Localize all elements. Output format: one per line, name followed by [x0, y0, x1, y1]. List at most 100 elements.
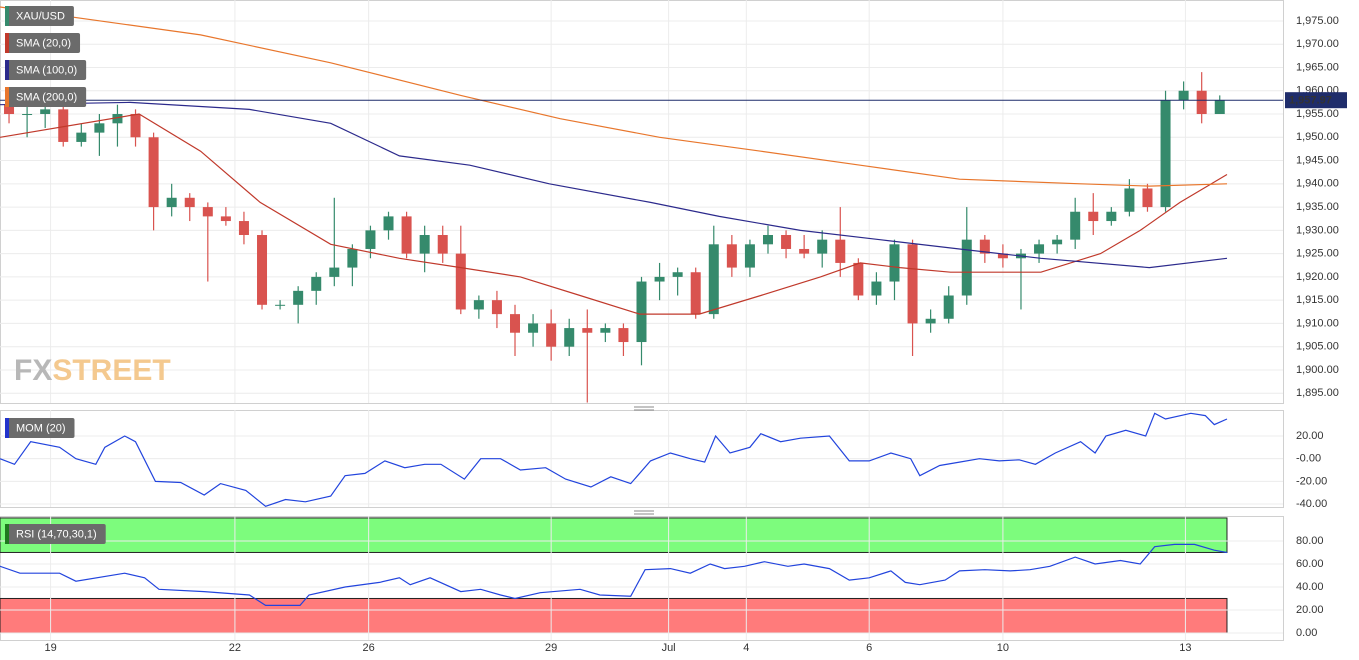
candle-body	[455, 253, 466, 310]
y-tick-label: 1,910.00	[1296, 317, 1339, 329]
indicator-line	[0, 6, 1228, 187]
candle-body	[437, 235, 448, 254]
candle-body	[654, 276, 665, 282]
candle-body	[58, 109, 69, 142]
y-tick-label: -40.00	[1296, 498, 1327, 510]
y-tick-label: 1,895.00	[1296, 387, 1339, 399]
last-price-box	[1285, 92, 1347, 109]
y-tick-label: 1,925.00	[1296, 248, 1339, 260]
legend-swatch	[5, 524, 9, 544]
candle-body	[311, 276, 322, 291]
y-tick-label: 1,920.00	[1296, 271, 1339, 283]
candle-body	[510, 314, 521, 333]
panel-handle[interactable]	[634, 510, 654, 515]
candle-body	[1214, 100, 1225, 115]
candle-body	[997, 253, 1008, 259]
candle-body	[166, 197, 177, 208]
indicator-line	[0, 412, 1228, 507]
y-tick-label: 1,955.00	[1296, 108, 1339, 120]
y-tick-label: 80.00	[1296, 535, 1324, 547]
legend-label: SMA (200,0)	[16, 91, 77, 103]
legend-item: RSI (14,70,30,1)	[5, 524, 106, 544]
level-band	[0, 517, 1228, 553]
y-tick-label: -0.00	[1296, 453, 1321, 465]
candle-body	[871, 281, 882, 296]
legend-box	[5, 60, 87, 80]
candle-body	[1088, 211, 1099, 222]
legend-swatch	[5, 60, 9, 80]
candle-body	[257, 235, 268, 305]
legend-box	[5, 524, 106, 544]
candle-body	[564, 328, 575, 347]
x-tick-label: Jul	[662, 642, 676, 654]
indicator-line	[0, 543, 1228, 606]
y-tick-label: 1,935.00	[1296, 201, 1339, 213]
candle-body	[907, 244, 918, 324]
candle-body	[419, 235, 430, 254]
candle-body	[546, 323, 557, 347]
candle-body	[961, 239, 972, 296]
candle-body	[202, 207, 213, 217]
y-tick-label: 20.00	[1296, 604, 1324, 616]
x-tick-label: 6	[866, 642, 872, 654]
plot	[0, 516, 1283, 640]
candle-body	[781, 235, 792, 249]
y-tick-label: 1,940.00	[1296, 178, 1339, 190]
y-tick-label: 20.00	[1296, 430, 1324, 442]
legend-swatch	[5, 6, 9, 26]
candle-body	[76, 132, 87, 142]
candle-body	[238, 221, 249, 236]
indicator-line	[0, 101, 1228, 269]
candle-body	[94, 123, 105, 133]
candle-body	[979, 239, 990, 254]
candle-body	[1052, 239, 1063, 245]
x-tick-label: 29	[545, 642, 557, 654]
candle-body	[473, 300, 484, 310]
candle-body	[329, 267, 340, 277]
legend-item: MOM (20)	[5, 418, 75, 438]
y-tick-label: 1,900.00	[1296, 364, 1339, 376]
legend-label: SMA (20,0)	[16, 37, 71, 49]
level-band	[0, 597, 1228, 634]
y-tick-label: -20.00	[1296, 475, 1327, 487]
candle-body	[1160, 100, 1171, 208]
y-tick-label: 0.00	[1296, 627, 1317, 639]
indicator-line	[0, 113, 1228, 315]
candle-body	[112, 114, 123, 124]
plot	[0, 0, 1283, 403]
candle-body	[383, 216, 394, 231]
legend-box	[5, 33, 81, 53]
candle-body	[148, 137, 159, 208]
legend-box	[5, 418, 75, 438]
candle-body	[600, 328, 611, 333]
candle-body	[1124, 188, 1135, 212]
y-tick-label: 1,930.00	[1296, 224, 1339, 236]
legend-item: SMA (100,0)	[5, 60, 87, 80]
y-tick-label: 1,965.00	[1296, 61, 1339, 73]
legend-label: SMA (100,0)	[16, 64, 77, 76]
candle-body	[184, 197, 195, 208]
legend-box	[5, 6, 74, 26]
candle-body	[582, 328, 593, 333]
legend-swatch	[5, 87, 9, 107]
candle-body	[1106, 211, 1117, 222]
candle-body	[817, 239, 828, 254]
candle-body	[40, 109, 51, 115]
y-tick-label: 1,945.00	[1296, 154, 1339, 166]
candle-body	[925, 318, 936, 324]
candle-body	[130, 114, 141, 138]
candle-body	[1142, 188, 1153, 208]
candle-body	[690, 272, 701, 315]
candle-body	[889, 244, 900, 282]
candle-body	[1178, 90, 1189, 101]
x-tick-label: 22	[229, 642, 241, 654]
price-panel-frame	[0, 0, 1284, 404]
candle-body	[365, 230, 376, 249]
legend-label: MOM (20)	[16, 422, 66, 434]
y-tick-label: 1,915.00	[1296, 294, 1339, 306]
panel-handle[interactable]	[634, 406, 654, 411]
rsi-panel-frame	[0, 516, 1284, 641]
y-tick-label: 40.00	[1296, 581, 1324, 593]
